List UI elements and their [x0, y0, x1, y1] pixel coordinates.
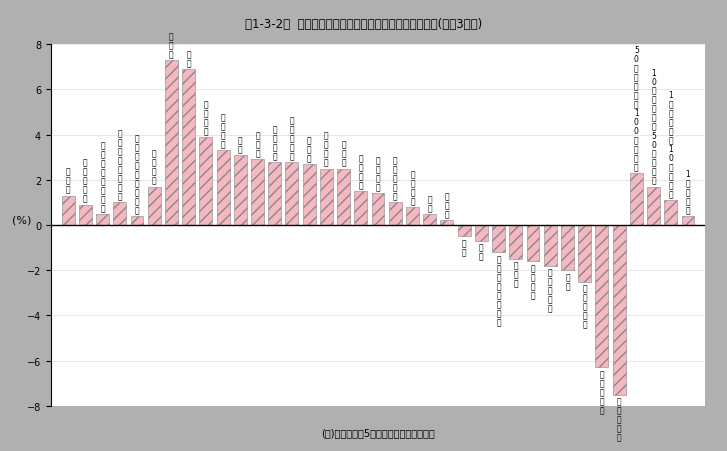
Bar [389, 203, 402, 226]
Text: 輸
送
用
機
器: 輸 送 用 機 器 [289, 115, 294, 161]
Bar [79, 205, 92, 226]
Bar [664, 201, 678, 226]
Y-axis label: (%): (%) [12, 216, 31, 226]
Bar [647, 187, 660, 226]
Text: 小
売
業: 小 売 業 [255, 131, 260, 158]
Bar [286, 162, 298, 226]
Text: 1
0
億
円
以
上
・
5
0
億
円
未
満: 1 0 億 円 以 上 ・ 5 0 億 円 未 満 [651, 69, 656, 185]
Text: 鉄
鋼: 鉄 鋼 [565, 272, 570, 290]
Bar [268, 162, 281, 226]
Bar [217, 151, 230, 226]
Bar [131, 216, 143, 226]
Text: 陸
運: 陸 運 [462, 239, 467, 257]
Bar [544, 226, 557, 266]
Bar [234, 156, 246, 226]
Text: 一
般
機
械: 一 般 機 械 [410, 170, 415, 206]
Text: 非
製
造
業: 非 製 造 業 [152, 149, 156, 185]
Bar [354, 192, 367, 226]
Text: 1
億
円
未
満: 1 億 円 未 満 [686, 170, 691, 215]
Text: 電
気
・
ガ
ス: 電 気 ・ ガ ス [600, 369, 604, 414]
Text: パ
ル
プ
・
紙: パ ル プ ・ 紙 [616, 396, 622, 442]
Text: 5
0
億
円
以
上
・
1
0
0
億
円
以
上: 5 0 億 円 以 上 ・ 1 0 0 億 円 以 上 [634, 46, 639, 172]
Text: （
加
工
型
製
造
業
）: （ 加 工 型 製 造 業 ） [118, 129, 122, 201]
Text: 金
属
製
品: 金 属 製 品 [531, 263, 535, 299]
Bar [199, 138, 212, 226]
Text: 繊
維
製
品: 繊 維 製 品 [273, 124, 277, 161]
Bar [681, 216, 694, 226]
Text: 電
気
機
器: 電 気 機 器 [376, 156, 380, 192]
Text: 化
学: 化 学 [427, 194, 432, 212]
Text: 倉
庫
・
運
輸: 倉 庫 ・ 運 輸 [548, 268, 553, 313]
Text: ゴ
ム
製
品: ゴ ム 製 品 [324, 131, 329, 167]
Text: 食
料
品: 食 料 品 [307, 136, 311, 163]
Text: 全
産
業: 全 産 業 [66, 167, 71, 194]
Bar [302, 165, 316, 226]
Bar [320, 169, 333, 226]
Text: 精
密
機
器: 精 密 機 器 [221, 113, 225, 149]
Text: ガ
ラ
ス
・
土
石
製
品: ガ ラ ス ・ 土 石 製 品 [497, 254, 501, 326]
Bar [561, 226, 574, 271]
Bar [148, 187, 161, 226]
Bar [251, 160, 264, 226]
Text: 海
運: 海 運 [186, 50, 191, 68]
Text: 1
億
円
以
上
・
1
0
億
円
未
満: 1 億 円 以 上 ・ 1 0 億 円 未 満 [668, 91, 673, 199]
Bar [406, 207, 419, 226]
Text: そ
の
他
製
造: そ の 他 製 造 [393, 156, 398, 201]
Bar [578, 226, 591, 282]
Text: （
素
材
型
製
造
業
）: （ 素 材 型 製 造 業 ） [100, 141, 105, 212]
Bar [595, 226, 608, 368]
Text: 卸
売
業: 卸 売 業 [341, 140, 346, 167]
Bar [441, 221, 454, 226]
Bar [458, 226, 470, 237]
Bar [492, 226, 505, 253]
Bar [96, 214, 109, 226]
Bar [113, 203, 126, 226]
Text: 不
動
産: 不 動 産 [169, 32, 174, 59]
Text: 非
鉄
金
属: 非 鉄 金 属 [358, 154, 363, 190]
Bar [182, 70, 195, 226]
Bar [613, 226, 625, 395]
Text: そ
の
他: そ の 他 [445, 192, 449, 219]
Bar [371, 194, 385, 226]
Text: 通
信: 通 信 [238, 136, 243, 154]
Text: (注)回答企業が5社に満たない業種を除く: (注)回答企業が5社に満たない業種を除く [321, 428, 435, 437]
Bar [630, 174, 643, 226]
Bar [475, 226, 488, 241]
Text: 医
薬
品: 医 薬 品 [513, 261, 518, 288]
Bar [526, 226, 539, 262]
Text: サ
ー
ビ
ス: サ ー ビ ス [204, 100, 208, 136]
Text: 石
油
・
石
炭: 石 油 ・ 石 炭 [582, 284, 587, 329]
Text: 第1-3-2図  業種別・資本金規模別にみた設備投資増減率(今後3年間): 第1-3-2図 業種別・資本金規模別にみた設備投資増減率(今後3年間) [245, 18, 482, 31]
Bar [510, 226, 522, 259]
Bar [62, 196, 75, 226]
Text: （
製
造
業
）: （ 製 造 業 ） [83, 158, 88, 203]
Bar [337, 169, 350, 226]
Bar [423, 214, 436, 226]
Text: 建
設: 建 設 [479, 243, 483, 261]
Bar [165, 61, 178, 226]
Text: （
そ
の
他
の
製
造
業
）: （ そ の 他 の 製 造 業 ） [134, 134, 140, 215]
